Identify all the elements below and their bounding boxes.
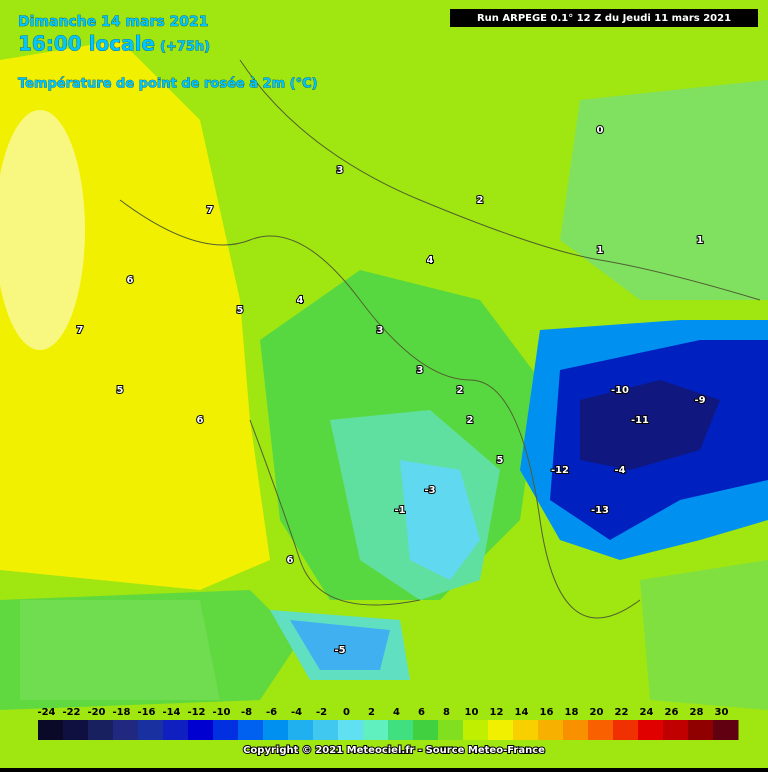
- map-value: 4: [297, 295, 304, 306]
- map-value: 3: [377, 325, 384, 336]
- legend-swatch: [488, 720, 514, 740]
- legend-label: -20: [87, 707, 105, 718]
- legend-label: 14: [515, 707, 529, 718]
- legend-label: 20: [590, 707, 604, 718]
- legend-label: -16: [137, 707, 155, 718]
- map-value: -4: [614, 465, 625, 476]
- lead-time: (+75h): [160, 40, 210, 55]
- map-value: 2: [457, 385, 464, 396]
- legend-swatch: [313, 720, 339, 740]
- legend-swatch: [463, 720, 489, 740]
- map-labels: 7 6 5 6 5 4 3 3 2 2 4 1 0 -10 -11 -12 -13 -9 -1 -3 -5 6 7 3 2 -4 5…: [76, 124, 707, 657]
- legend-label: 24: [640, 707, 654, 718]
- map-value: -11: [631, 415, 649, 426]
- legend-label: -22: [62, 707, 80, 718]
- copyright: Copyright © 2021 Meteociel.fr - Source M…: [243, 745, 545, 756]
- legend-swatch: [138, 720, 164, 740]
- legend-swatch: [213, 720, 239, 740]
- legend-label: 10: [465, 707, 479, 718]
- map-value: 5: [497, 455, 504, 466]
- legend-swatch: [538, 720, 564, 740]
- legend-swatch: [613, 720, 639, 740]
- legend-label: -6: [266, 707, 277, 718]
- legend-label: -18: [112, 707, 130, 718]
- legend-swatch: [388, 720, 414, 740]
- legend-label: -12: [187, 707, 205, 718]
- legend-label: -10: [212, 707, 230, 718]
- map-value: 2: [467, 415, 474, 426]
- map-value: -10: [611, 385, 629, 396]
- legend-swatch: [63, 720, 89, 740]
- legend-swatch: [163, 720, 189, 740]
- legend-swatch: [438, 720, 464, 740]
- legend-swatch: [263, 720, 289, 740]
- legend-label: 12: [490, 707, 504, 718]
- map-value: 4: [427, 255, 434, 266]
- legend-swatch: [413, 720, 439, 740]
- map-value: 1: [597, 245, 604, 256]
- legend-label: 30: [715, 707, 729, 718]
- map-value: 0: [597, 125, 604, 136]
- map-value: 7: [77, 325, 84, 336]
- legend-swatch: [238, 720, 264, 740]
- map-value: 1: [697, 235, 704, 246]
- map-value: -12: [551, 465, 569, 476]
- map-value: 7: [207, 205, 214, 216]
- legend-label: 22: [615, 707, 629, 718]
- legend-swatch: [113, 720, 139, 740]
- map-value: -3: [424, 485, 435, 496]
- legend-swatch: [638, 720, 664, 740]
- legend-swatch: [513, 720, 539, 740]
- time: 16:00 locale: [18, 32, 155, 56]
- map-value: 3: [337, 165, 344, 176]
- legend-swatch: [588, 720, 614, 740]
- run: Run ARPEGE 0.1° 12 Z du Jeudi 11 mars 20…: [477, 13, 731, 24]
- legend-label: 0: [343, 707, 350, 718]
- map-value: 6: [197, 415, 204, 426]
- legend-label: -24: [37, 707, 55, 718]
- map-value: 6: [127, 275, 134, 286]
- legend-swatch: [363, 720, 389, 740]
- map-value: -9: [694, 395, 705, 406]
- legend-label: -8: [241, 707, 252, 718]
- legend-swatch: [88, 720, 114, 740]
- legend-label: -4: [291, 707, 302, 718]
- legend-label: 6: [418, 707, 425, 718]
- map-value: 6: [287, 555, 294, 566]
- legend: -24 -22 -20 -18 -16 -14 -12 -10 -8 -6 -4 -2 0 2 4 6 8 10 1…: [37, 707, 739, 740]
- map-value: 5: [117, 385, 124, 396]
- legend-label: 16: [540, 707, 554, 718]
- legend-swatch: [38, 720, 64, 740]
- variable: Température de point de rosée à 2m (°C): [18, 77, 318, 92]
- legend-label: 4: [393, 707, 400, 718]
- map-value: -1: [394, 505, 405, 516]
- map-value: -13: [591, 505, 609, 516]
- legend-label: -14: [162, 707, 180, 718]
- legend-label: 26: [665, 707, 679, 718]
- legend-label: 18: [565, 707, 579, 718]
- legend-swatch: [688, 720, 714, 740]
- legend-swatch: [713, 720, 739, 740]
- legend-swatch: [663, 720, 689, 740]
- date: Dimanche 14 mars 2021: [18, 14, 209, 30]
- legend-label: 8: [443, 707, 450, 718]
- run-box: [450, 9, 758, 27]
- legend-label: 2: [368, 707, 375, 718]
- legend-label: -2: [316, 707, 327, 718]
- legend-swatch: [288, 720, 314, 740]
- legend-swatch: [563, 720, 589, 740]
- map-value: 5: [237, 305, 244, 316]
- map-value: -5: [334, 645, 345, 656]
- legend-swatch: [188, 720, 214, 740]
- legend-label: 28: [690, 707, 704, 718]
- map-value: 2: [477, 195, 484, 206]
- legend-swatch: [338, 720, 364, 740]
- map-value: 3: [417, 365, 424, 376]
